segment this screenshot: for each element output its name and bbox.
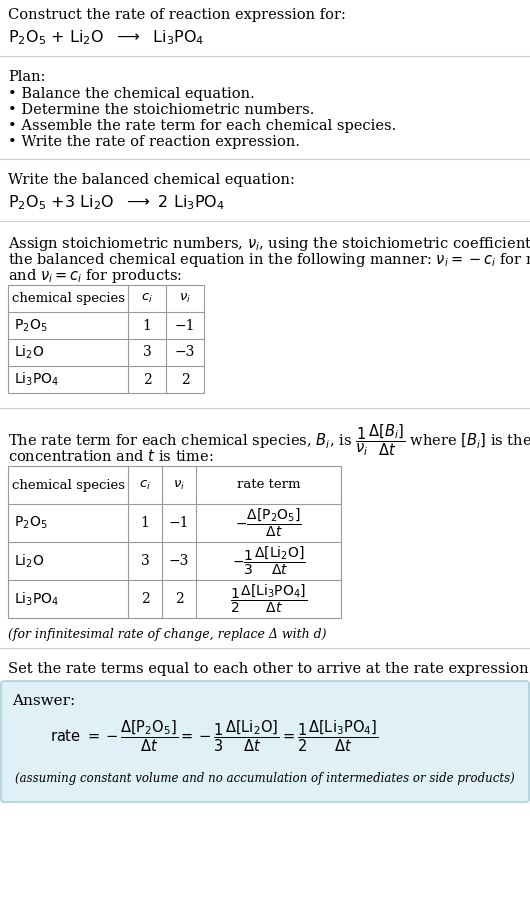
Text: $\mathsf{Li_3PO_4}$: $\mathsf{Li_3PO_4}$ [14, 591, 59, 608]
Text: • Write the rate of reaction expression.: • Write the rate of reaction expression. [8, 135, 300, 149]
Text: $\mathsf{P_2O_5}$ $+$ $\mathsf{Li_2O}$  $\longrightarrow$  $\mathsf{Li_3PO_4}$: $\mathsf{P_2O_5}$ $+$ $\mathsf{Li_2O}$ $… [8, 28, 205, 46]
Text: $\mathsf{P_2O_5}$: $\mathsf{P_2O_5}$ [14, 318, 48, 334]
Text: Answer:: Answer: [12, 694, 75, 708]
Text: the balanced chemical equation in the following manner: $\nu_i = -c_i$ for react: the balanced chemical equation in the fo… [8, 251, 530, 269]
Text: • Determine the stoichiometric numbers.: • Determine the stoichiometric numbers. [8, 103, 314, 117]
Text: 3: 3 [140, 554, 149, 568]
Text: −1: −1 [175, 318, 195, 332]
Text: concentration and $t$ is time:: concentration and $t$ is time: [8, 448, 214, 464]
Bar [8, 466, 341, 618]
Text: $\mathsf{Li_2O}$: $\mathsf{Li_2O}$ [14, 344, 45, 361]
Text: $\nu_i$: $\nu_i$ [173, 479, 185, 491]
Text: 1: 1 [140, 516, 149, 530]
Text: Plan:: Plan: [8, 70, 46, 84]
Text: Write the balanced chemical equation:: Write the balanced chemical equation: [8, 173, 295, 187]
Text: 2: 2 [174, 592, 183, 606]
Text: −3: −3 [175, 346, 195, 359]
Text: rate $= -\dfrac{\Delta[\mathsf{P_2O_5}]}{\Delta t} = -\dfrac{1}{3}\dfrac{\Delta[: rate $= -\dfrac{\Delta[\mathsf{P_2O_5}]}… [50, 718, 378, 753]
Text: −3: −3 [169, 554, 189, 568]
Text: • Assemble the rate term for each chemical species.: • Assemble the rate term for each chemic… [8, 119, 396, 133]
Text: rate term: rate term [237, 479, 301, 491]
Text: $-\dfrac{1}{3}\dfrac{\Delta[\mathsf{Li_2O}]}{\Delta t}$: $-\dfrac{1}{3}\dfrac{\Delta[\mathsf{Li_2… [232, 545, 305, 577]
Text: 2: 2 [140, 592, 149, 606]
Text: The rate term for each chemical species, $B_i$, is $\dfrac{1}{\nu_i}\dfrac{\Delt: The rate term for each chemical species,… [8, 422, 530, 458]
Text: $c_i$: $c_i$ [139, 479, 151, 491]
Text: $\dfrac{1}{2}\dfrac{\Delta[\mathsf{Li_3PO_4}]}{\Delta t}$: $\dfrac{1}{2}\dfrac{\Delta[\mathsf{Li_3P… [230, 582, 307, 615]
Bar [8, 285, 204, 393]
Text: • Balance the chemical equation.: • Balance the chemical equation. [8, 87, 255, 101]
Text: Assign stoichiometric numbers, $\nu_i$, using the stoichiometric coefficients, $: Assign stoichiometric numbers, $\nu_i$, … [8, 235, 530, 253]
Text: chemical species: chemical species [12, 479, 125, 491]
Text: Construct the rate of reaction expression for:: Construct the rate of reaction expressio… [8, 8, 346, 22]
FancyBboxPatch shape [1, 681, 529, 802]
Text: chemical species: chemical species [12, 292, 125, 305]
Text: $\mathsf{P_2O_5}$: $\mathsf{P_2O_5}$ [14, 515, 48, 531]
Text: 1: 1 [143, 318, 152, 332]
Text: (assuming constant volume and no accumulation of intermediates or side products): (assuming constant volume and no accumul… [15, 772, 515, 785]
Text: 3: 3 [143, 346, 152, 359]
Text: and $\nu_i = c_i$ for products:: and $\nu_i = c_i$ for products: [8, 267, 182, 285]
Text: 2: 2 [181, 372, 189, 387]
Text: (for infinitesimal rate of change, replace Δ with d): (for infinitesimal rate of change, repla… [8, 628, 326, 641]
Text: $\nu_i$: $\nu_i$ [179, 292, 191, 305]
Text: Set the rate terms equal to each other to arrive at the rate expression:: Set the rate terms equal to each other t… [8, 662, 530, 676]
Text: $\mathsf{Li_3PO_4}$: $\mathsf{Li_3PO_4}$ [14, 370, 59, 389]
Text: $\mathsf{Li_2O}$: $\mathsf{Li_2O}$ [14, 552, 45, 570]
Text: −1: −1 [169, 516, 189, 530]
Text: $\mathsf{P_2O_5}$ $+ 3\ $$\mathsf{Li_2O}$  $\longrightarrow\ 2\ $$\mathsf{Li_3PO: $\mathsf{P_2O_5}$ $+ 3\ $$\mathsf{Li_2O}… [8, 193, 225, 212]
Text: $c_i$: $c_i$ [141, 292, 153, 305]
Text: $-\dfrac{\Delta[\mathsf{P_2O_5}]}{\Delta t}$: $-\dfrac{\Delta[\mathsf{P_2O_5}]}{\Delta… [235, 507, 302, 539]
Text: 2: 2 [143, 372, 152, 387]
